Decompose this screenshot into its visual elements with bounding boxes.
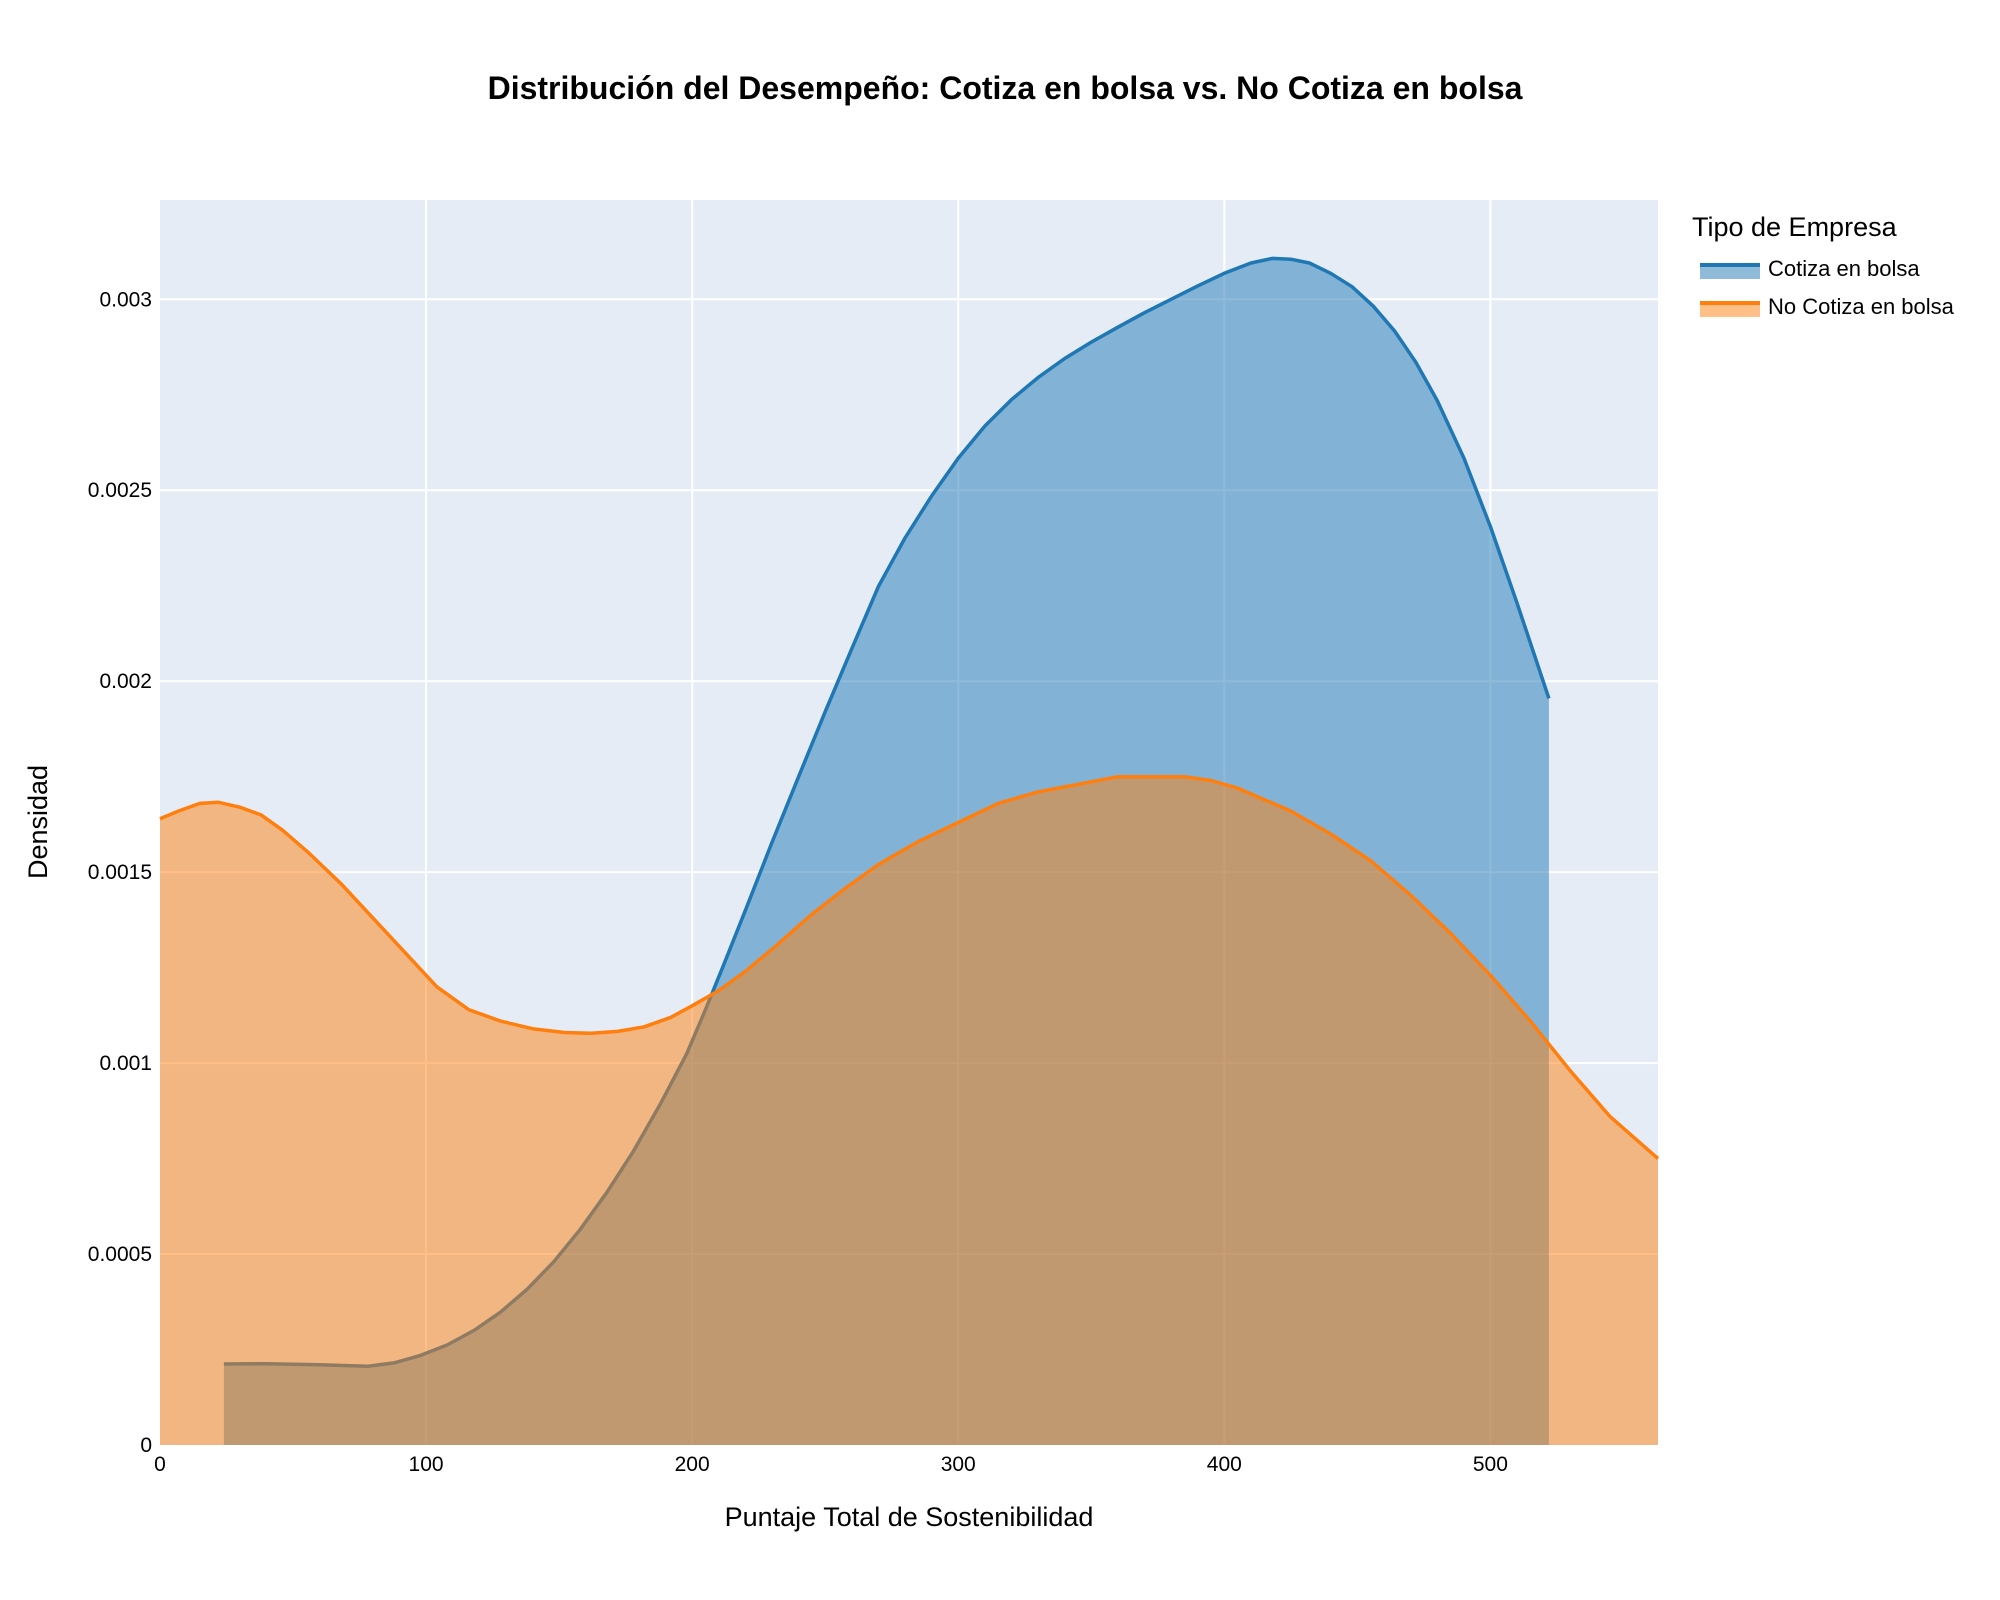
series-no-cotiza-en-bolsa xyxy=(159,774,1660,1445)
x-tick-label: 300 xyxy=(941,1453,976,1476)
y-tick-label: 0.0025 xyxy=(88,479,152,502)
y-axis: 0 0.0005 0.001 0.0015 0.002 0.0025 0.003 xyxy=(88,288,152,1457)
y-axis-title: Densidad xyxy=(23,765,53,879)
y-tick-label: 0.0005 xyxy=(88,1243,152,1266)
x-tick-label: 400 xyxy=(1207,1453,1242,1476)
x-axis: 0 100 200 300 400 500 xyxy=(154,1453,1508,1476)
density-line-no-cotiza-en-bolsa xyxy=(159,774,1660,1160)
y-tick-label: 0 xyxy=(140,1434,152,1457)
legend-label: Cotiza en bolsa xyxy=(1768,256,1920,281)
y-tick-label: 0.002 xyxy=(99,670,152,693)
x-axis-title: Puntaje Total de Sostenibilidad xyxy=(725,1502,1094,1532)
x-tick-label: 0 xyxy=(154,1453,166,1476)
legend-title: Tipo de Empresa xyxy=(1692,212,1898,242)
legend-swatch xyxy=(1700,265,1760,279)
x-tick-label: 100 xyxy=(409,1453,444,1476)
x-tick-label: 200 xyxy=(675,1453,710,1476)
legend-item-no-cotiza-en-bolsa[interactable]: No Cotiza en bolsa xyxy=(1700,294,1955,319)
y-tick-label: 0.0015 xyxy=(88,861,152,884)
legend[interactable]: Tipo de Empresa Cotiza en bolsa No Cotiza… xyxy=(1692,212,1955,319)
legend-item-cotiza-en-bolsa[interactable]: Cotiza en bolsa xyxy=(1700,256,1920,281)
y-tick-label: 0.001 xyxy=(99,1052,152,1075)
legend-swatch xyxy=(1700,303,1760,317)
chart-title: Distribución del Desempeño: Cotiza en bo… xyxy=(488,70,1523,106)
legend-label: No Cotiza en bolsa xyxy=(1768,294,1955,319)
y-tick-label: 0.003 xyxy=(99,288,152,311)
area-fill-no-cotiza-en-bolsa xyxy=(160,776,1658,1445)
series-areas xyxy=(159,256,1660,1445)
x-tick-label: 500 xyxy=(1473,1453,1508,1476)
